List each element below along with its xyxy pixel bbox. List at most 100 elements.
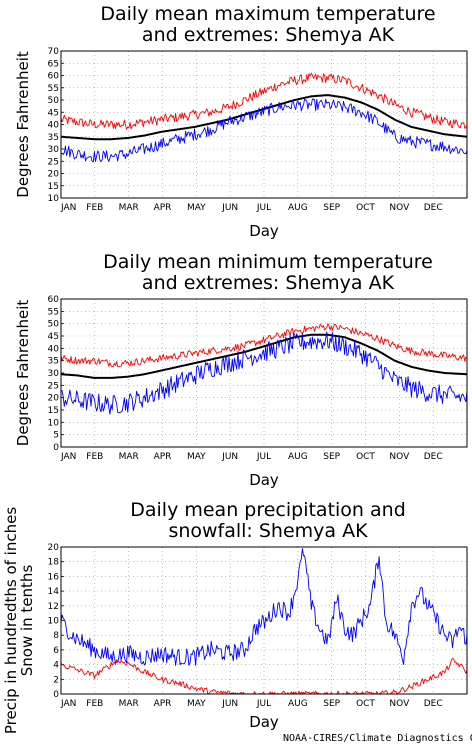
y-tick-label: 60: [48, 72, 60, 82]
x-tick-label: DEC: [424, 699, 443, 709]
y-tick-label: 10: [48, 617, 60, 627]
y-tick-label: 40: [48, 344, 60, 354]
x-tick-label: AUG: [288, 452, 308, 462]
x-tick-label: JUL: [256, 452, 271, 462]
x-tick-label: AUG: [288, 203, 308, 213]
x-tick-label: APR: [154, 452, 172, 462]
x-tick-label: JUL: [256, 203, 271, 213]
y-tick-label: 4: [53, 661, 59, 671]
x-tick-label: DEC: [424, 452, 443, 462]
x-tick-label: MAR: [119, 203, 139, 213]
x-tick-label: APR: [154, 203, 172, 213]
x-tick-label: AUG: [288, 699, 308, 709]
x-axis-label: Day: [249, 222, 279, 240]
x-tick-label: DEC: [424, 203, 443, 213]
y-tick-label: 20: [48, 394, 60, 404]
plot-frame: [60, 50, 468, 199]
x-tick-label: FEB: [86, 699, 103, 709]
y-tick-label: 40: [48, 121, 60, 131]
x-axis-label: Day: [249, 471, 279, 489]
y-tick-label: 35: [48, 357, 59, 367]
x-tick-label: SEP: [323, 203, 340, 213]
chart-title-line: Daily mean minimum temperature: [103, 251, 433, 273]
x-tick-label: NOV: [389, 203, 410, 213]
x-axis-label: Day: [249, 713, 279, 731]
plot-frame: [60, 546, 468, 695]
y-tick-label: 25: [48, 381, 59, 391]
x-tick-label: FEB: [86, 452, 103, 462]
x-tick-label: MAR: [119, 699, 139, 709]
plot-frame: [60, 298, 468, 448]
y-tick-label: 14: [48, 587, 60, 597]
grid: [61, 547, 467, 694]
x-tick-label: JAN: [60, 203, 76, 213]
x-tick-label: JAN: [60, 699, 76, 709]
series-line-max: [60, 72, 468, 130]
y-tick-label: 20: [48, 170, 60, 180]
x-tick-label: MAY: [187, 203, 206, 213]
y-tick-label: 45: [48, 332, 59, 342]
y-tick-label: 12: [48, 602, 59, 612]
y-tick-label: 15: [48, 406, 59, 416]
chart-title-line: Daily mean maximum temperature: [100, 3, 435, 25]
x-tick-label: OCT: [356, 452, 375, 462]
y-axis-label: Degrees Fahrenheit: [14, 300, 32, 447]
y-tick-label: 55: [48, 84, 59, 94]
x-tick-label: NOV: [389, 699, 410, 709]
x-tick-label: SEP: [323, 699, 340, 709]
y-tick-label: 2: [53, 675, 59, 685]
series-line-min: [60, 331, 468, 415]
y-tick-label: 16: [48, 572, 60, 582]
credit-text: NOAA-CIRES/Climate Diagnostics Ce: [283, 733, 472, 744]
x-tick-label: MAY: [187, 452, 206, 462]
x-tick-label: SEP: [323, 452, 340, 462]
x-tick-label: MAR: [119, 452, 139, 462]
y-tick-label: 60: [48, 295, 60, 305]
y-tick-label: 30: [48, 145, 60, 155]
x-tick-label: JUN: [221, 452, 238, 462]
y-tick-label: 35: [48, 133, 59, 143]
y-tick-label: 55: [48, 307, 59, 317]
x-tick-label: JUN: [221, 203, 238, 213]
series-line-max: [60, 323, 468, 368]
y-tick-label: 0: [53, 443, 59, 453]
y-tick-label: 25: [48, 157, 59, 167]
y-tick-label: 50: [48, 96, 60, 106]
x-tick-label: FEB: [86, 203, 103, 213]
y-tick-label: 6: [53, 646, 59, 656]
x-tick-label: APR: [154, 699, 172, 709]
y-tick-label: 45: [48, 108, 59, 118]
chart-title-line: snowfall: Shemya AK: [168, 520, 368, 542]
x-tick-label: OCT: [356, 203, 375, 213]
y-tick-label: 65: [48, 59, 59, 69]
y-axis-label: Snow in tenths: [18, 565, 36, 677]
y-tick-label: 30: [48, 369, 60, 379]
chart-title-line: Daily mean precipitation and: [130, 499, 406, 521]
x-tick-label: MAY: [187, 699, 206, 709]
chart-title-line: and extremes: Shemya AK: [142, 272, 395, 294]
x-tick-label: NOV: [389, 452, 410, 462]
y-tick-label: 18: [48, 558, 60, 568]
x-tick-label: JAN: [60, 452, 76, 462]
chart-title-line: and extremes: Shemya AK: [142, 24, 395, 46]
y-axis-label: Degrees Fahrenheit: [14, 51, 32, 198]
y-tick-label: 10: [48, 418, 60, 428]
y-axis-label: Precip in hundredths of inches: [2, 507, 20, 734]
x-tick-label: JUL: [256, 699, 271, 709]
series-line-normal: [60, 333, 467, 379]
x-tick-label: OCT: [356, 699, 375, 709]
y-tick-label: 50: [48, 320, 60, 330]
series-line-snow: [60, 658, 468, 695]
y-tick-label: 0: [53, 690, 59, 700]
series-line-normal: [61, 94, 468, 141]
y-tick-label: 15: [48, 182, 59, 192]
x-tick-label: JUN: [221, 699, 238, 709]
y-tick-label: 20: [48, 543, 60, 553]
y-tick-label: 10: [48, 194, 60, 204]
series-line-min: [60, 98, 468, 163]
y-tick-label: 8: [53, 631, 59, 641]
